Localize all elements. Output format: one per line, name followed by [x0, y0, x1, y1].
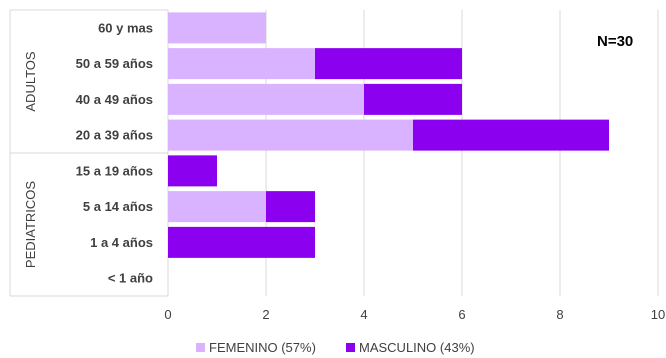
- legend: FEMENINO (57%) MASCULINO (43%): [196, 340, 475, 355]
- x-tick-label: 2: [262, 307, 269, 322]
- category-label: 60 y mas: [98, 20, 153, 35]
- category-labels: 60 y mas 50 a 59 años 40 a 49 años 20 a 39 …: [76, 20, 153, 285]
- sample-size-annotation: N=30: [597, 33, 633, 50]
- category-label: 50 a 59 años: [76, 56, 153, 71]
- bars: [168, 12, 609, 258]
- bar-masculino: [266, 191, 315, 223]
- bar-femenino: [168, 12, 266, 44]
- group-label: ADULTOS: [23, 51, 38, 112]
- x-tick-label: 4: [360, 307, 367, 322]
- x-tick-label: 10: [651, 307, 665, 322]
- x-tick-label: 0: [164, 307, 171, 322]
- bar-masculino: [413, 119, 609, 151]
- category-label: 40 a 49 años: [76, 92, 153, 107]
- bar-femenino: [168, 48, 315, 80]
- legend-swatch: [196, 343, 205, 352]
- legend-swatch: [346, 343, 355, 352]
- bar-masculino: [168, 155, 217, 187]
- group-label: PEDIATRICOS: [23, 181, 38, 268]
- bar-femenino: [168, 83, 364, 115]
- category-label: 5 a 14 años: [83, 199, 153, 214]
- category-label: 20 a 39 años: [76, 128, 153, 143]
- bar-femenino: [168, 191, 266, 223]
- legend-label: MASCULINO (43%): [359, 340, 475, 355]
- bar-masculino: [364, 83, 462, 115]
- bar-masculino: [168, 226, 315, 258]
- legend-label: FEMENINO (57%): [209, 340, 316, 355]
- category-label: 1 a 4 años: [90, 235, 153, 250]
- category-label: 15 a 19 años: [76, 163, 153, 178]
- group-labels: ADULTOS PEDIATRICOS: [23, 51, 38, 268]
- category-label: < 1 año: [108, 271, 153, 286]
- x-axis-ticks: 0 2 4 6 8 10: [164, 307, 665, 322]
- x-tick-label: 6: [458, 307, 465, 322]
- x-tick-label: 8: [556, 307, 563, 322]
- bar-femenino: [168, 119, 413, 151]
- bar-masculino: [315, 48, 462, 80]
